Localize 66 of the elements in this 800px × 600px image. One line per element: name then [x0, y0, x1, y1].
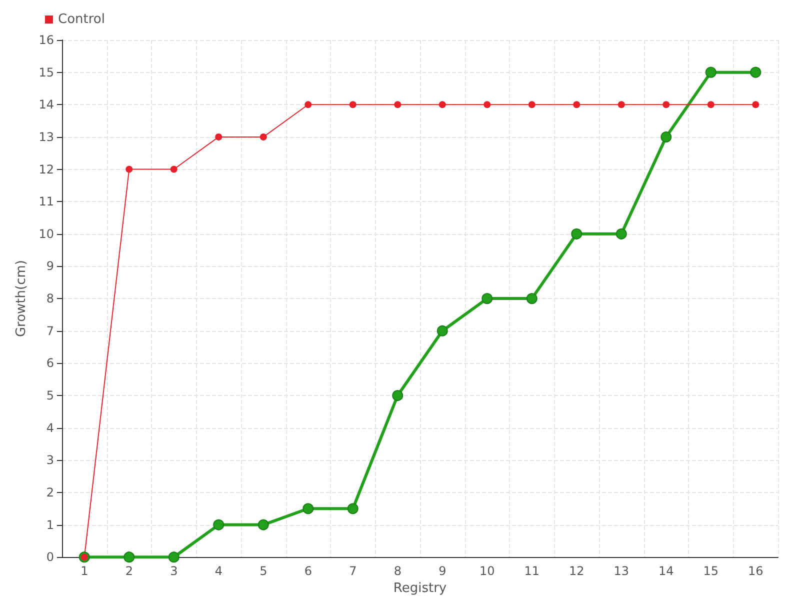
legend-label: Control — [58, 12, 105, 27]
point — [126, 166, 133, 173]
y-tick-label: 4 — [46, 420, 54, 435]
x-tick-label: 6 — [304, 564, 312, 578]
y-axis-title: Growth(cm) — [14, 260, 29, 338]
y-tick-label: 11 — [38, 194, 54, 209]
point — [213, 519, 224, 530]
point — [260, 133, 267, 140]
point — [347, 503, 358, 514]
point — [616, 228, 627, 240]
y-tick-label: 2 — [46, 485, 54, 500]
point — [573, 101, 580, 108]
x-tick-label: 1 — [80, 564, 88, 578]
x-tick-label: 12 — [568, 564, 584, 578]
y-tick-label: 9 — [46, 259, 54, 274]
point — [528, 101, 536, 108]
x-tick-label: 14 — [658, 564, 674, 578]
point — [392, 390, 404, 402]
x-tick-label: 10 — [479, 564, 495, 578]
y-tick-label: 7 — [46, 324, 54, 338]
x-tick-label: 9 — [438, 564, 446, 578]
x-tick-label: 13 — [614, 564, 630, 578]
point — [707, 101, 714, 108]
point — [215, 133, 222, 140]
point — [438, 101, 446, 108]
x-tick-label: 7 — [349, 564, 357, 578]
x-tick-label: 3 — [170, 564, 178, 578]
y-tick-label: 15 — [38, 65, 54, 80]
point — [124, 552, 135, 563]
point — [526, 293, 538, 304]
point — [170, 166, 178, 173]
y-tick-label: 14 — [38, 98, 54, 112]
point — [394, 101, 402, 108]
point — [304, 101, 312, 108]
point — [662, 101, 670, 108]
x-tick-label: 11 — [524, 564, 540, 578]
point — [750, 66, 762, 78]
x-tick-label: 16 — [748, 564, 764, 578]
point — [349, 101, 356, 108]
x-tick-label: 4 — [214, 564, 222, 578]
point — [302, 503, 314, 514]
point — [618, 101, 625, 108]
point — [660, 131, 672, 142]
x-tick-label: 2 — [125, 564, 133, 578]
point — [705, 66, 716, 78]
y-tick-label: 0 — [46, 550, 54, 564]
y-tick-label: 1 — [46, 518, 54, 532]
y-tick-label: 6 — [46, 356, 54, 370]
y-tick-label: 12 — [38, 162, 54, 176]
y-tick-label: 5 — [46, 388, 54, 403]
y-tick-label: 10 — [38, 226, 54, 241]
x-tick-label: 5 — [260, 564, 268, 578]
y-tick-label: 8 — [46, 292, 54, 306]
x-axis-title: Registry — [393, 581, 447, 596]
point — [484, 101, 491, 108]
y-tick-label: 3 — [46, 453, 54, 468]
point — [258, 519, 269, 530]
point — [168, 552, 180, 563]
y-tick-label: 13 — [38, 130, 54, 144]
point — [571, 228, 582, 240]
point — [436, 325, 448, 336]
point — [482, 293, 493, 304]
y-tick-label: 16 — [38, 33, 54, 47]
x-tick-label: 15 — [703, 564, 719, 578]
x-tick-label: 8 — [394, 564, 402, 578]
point — [752, 101, 760, 108]
